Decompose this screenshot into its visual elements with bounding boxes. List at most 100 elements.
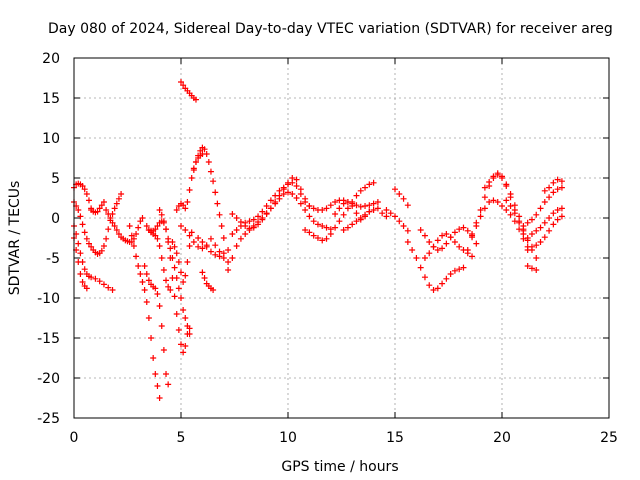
data-point: [546, 215, 553, 221]
data-point: [267, 197, 274, 204]
data-point: [306, 203, 313, 209]
y-tick-label: -10: [37, 291, 60, 307]
data-point: [460, 264, 467, 271]
data-point: [486, 199, 493, 205]
data-point: [255, 213, 262, 220]
data-point: [214, 200, 221, 207]
data-point: [554, 176, 561, 183]
data-point: [439, 232, 446, 239]
data-point: [178, 79, 184, 85]
data-point: [154, 223, 161, 229]
data-point: [353, 210, 360, 217]
x-tick-label: 20: [493, 430, 511, 446]
data-point: [85, 240, 92, 247]
data-point: [481, 194, 488, 201]
x-axis-label: GPS time / hours: [281, 459, 398, 475]
y-tick-label: -15: [37, 331, 60, 347]
data-point: [143, 271, 150, 277]
data-point: [537, 205, 544, 212]
data-point: [182, 343, 189, 349]
data-point: [443, 275, 450, 282]
data-point: [340, 200, 347, 207]
data-point: [366, 181, 373, 188]
data-point: [486, 179, 493, 185]
series-arc-15: [190, 144, 227, 241]
data-point: [404, 227, 411, 234]
data-point: [447, 271, 454, 277]
data-point: [297, 200, 304, 207]
y-tick-label: 20: [42, 51, 60, 67]
data-point: [199, 269, 206, 276]
data-point: [366, 208, 373, 215]
data-point: [285, 181, 291, 188]
data-points: [71, 79, 565, 401]
data-point: [400, 195, 407, 202]
data-point: [250, 223, 257, 229]
data-point: [130, 235, 137, 242]
series-arc-8: [141, 263, 172, 388]
data-point: [336, 205, 343, 212]
data-point: [310, 218, 317, 225]
data-point: [550, 221, 557, 228]
data-point: [344, 224, 351, 231]
data-point: [392, 186, 398, 193]
data-point: [558, 213, 565, 220]
data-point: [156, 207, 163, 213]
data-point: [537, 224, 544, 231]
data-point: [374, 205, 381, 212]
data-point: [160, 267, 167, 273]
data-point: [190, 167, 197, 173]
data-point: [246, 218, 253, 225]
data-point: [383, 207, 390, 213]
data-point: [154, 291, 161, 297]
data-point: [201, 146, 208, 153]
data-point: [103, 235, 110, 242]
data-point: [229, 255, 236, 261]
data-point: [152, 285, 159, 292]
series-arc-35: [520, 184, 565, 229]
data-point: [167, 287, 174, 293]
data-point: [528, 231, 535, 237]
data-point: [137, 271, 144, 277]
series-arc-26: [383, 207, 411, 234]
data-point: [186, 187, 193, 193]
data-point: [481, 184, 488, 191]
series-arc-3: [71, 223, 116, 293]
data-point: [362, 184, 369, 191]
data-point: [302, 207, 309, 213]
data-point: [115, 195, 122, 202]
data-point: [297, 191, 304, 197]
data-point: [233, 227, 240, 233]
data-point: [332, 211, 339, 217]
data-point: [233, 215, 240, 221]
data-point: [145, 277, 152, 284]
data-point: [396, 191, 403, 197]
data-point: [218, 223, 225, 229]
data-point: [210, 178, 217, 185]
data-point: [237, 235, 244, 242]
data-point: [195, 152, 202, 159]
data-point: [242, 223, 249, 229]
data-point: [426, 239, 433, 245]
data-point: [220, 235, 227, 241]
data-point: [327, 202, 334, 209]
data-point: [180, 307, 187, 313]
data-point: [126, 223, 133, 229]
data-point: [242, 231, 249, 237]
data-point: [387, 210, 394, 217]
data-point: [443, 240, 450, 247]
data-point: [426, 250, 433, 257]
data-point: [456, 226, 463, 233]
data-point: [344, 199, 351, 205]
series-arc-28: [404, 239, 467, 293]
data-point: [481, 205, 488, 212]
data-point: [443, 231, 450, 237]
data-point: [169, 255, 176, 261]
data-point: [533, 255, 540, 261]
axis-ticks: 0 5 10 15 20 25 -25 -20 -15 -10 -5 0 5 10 15 20: [37, 51, 618, 446]
series-arc-37: [528, 213, 565, 250]
data-point: [88, 243, 95, 250]
chart-title: Day 080 of 2024, Sidereal Day-to-day VTE…: [48, 21, 613, 37]
data-point: [404, 202, 411, 209]
data-point: [111, 205, 118, 212]
